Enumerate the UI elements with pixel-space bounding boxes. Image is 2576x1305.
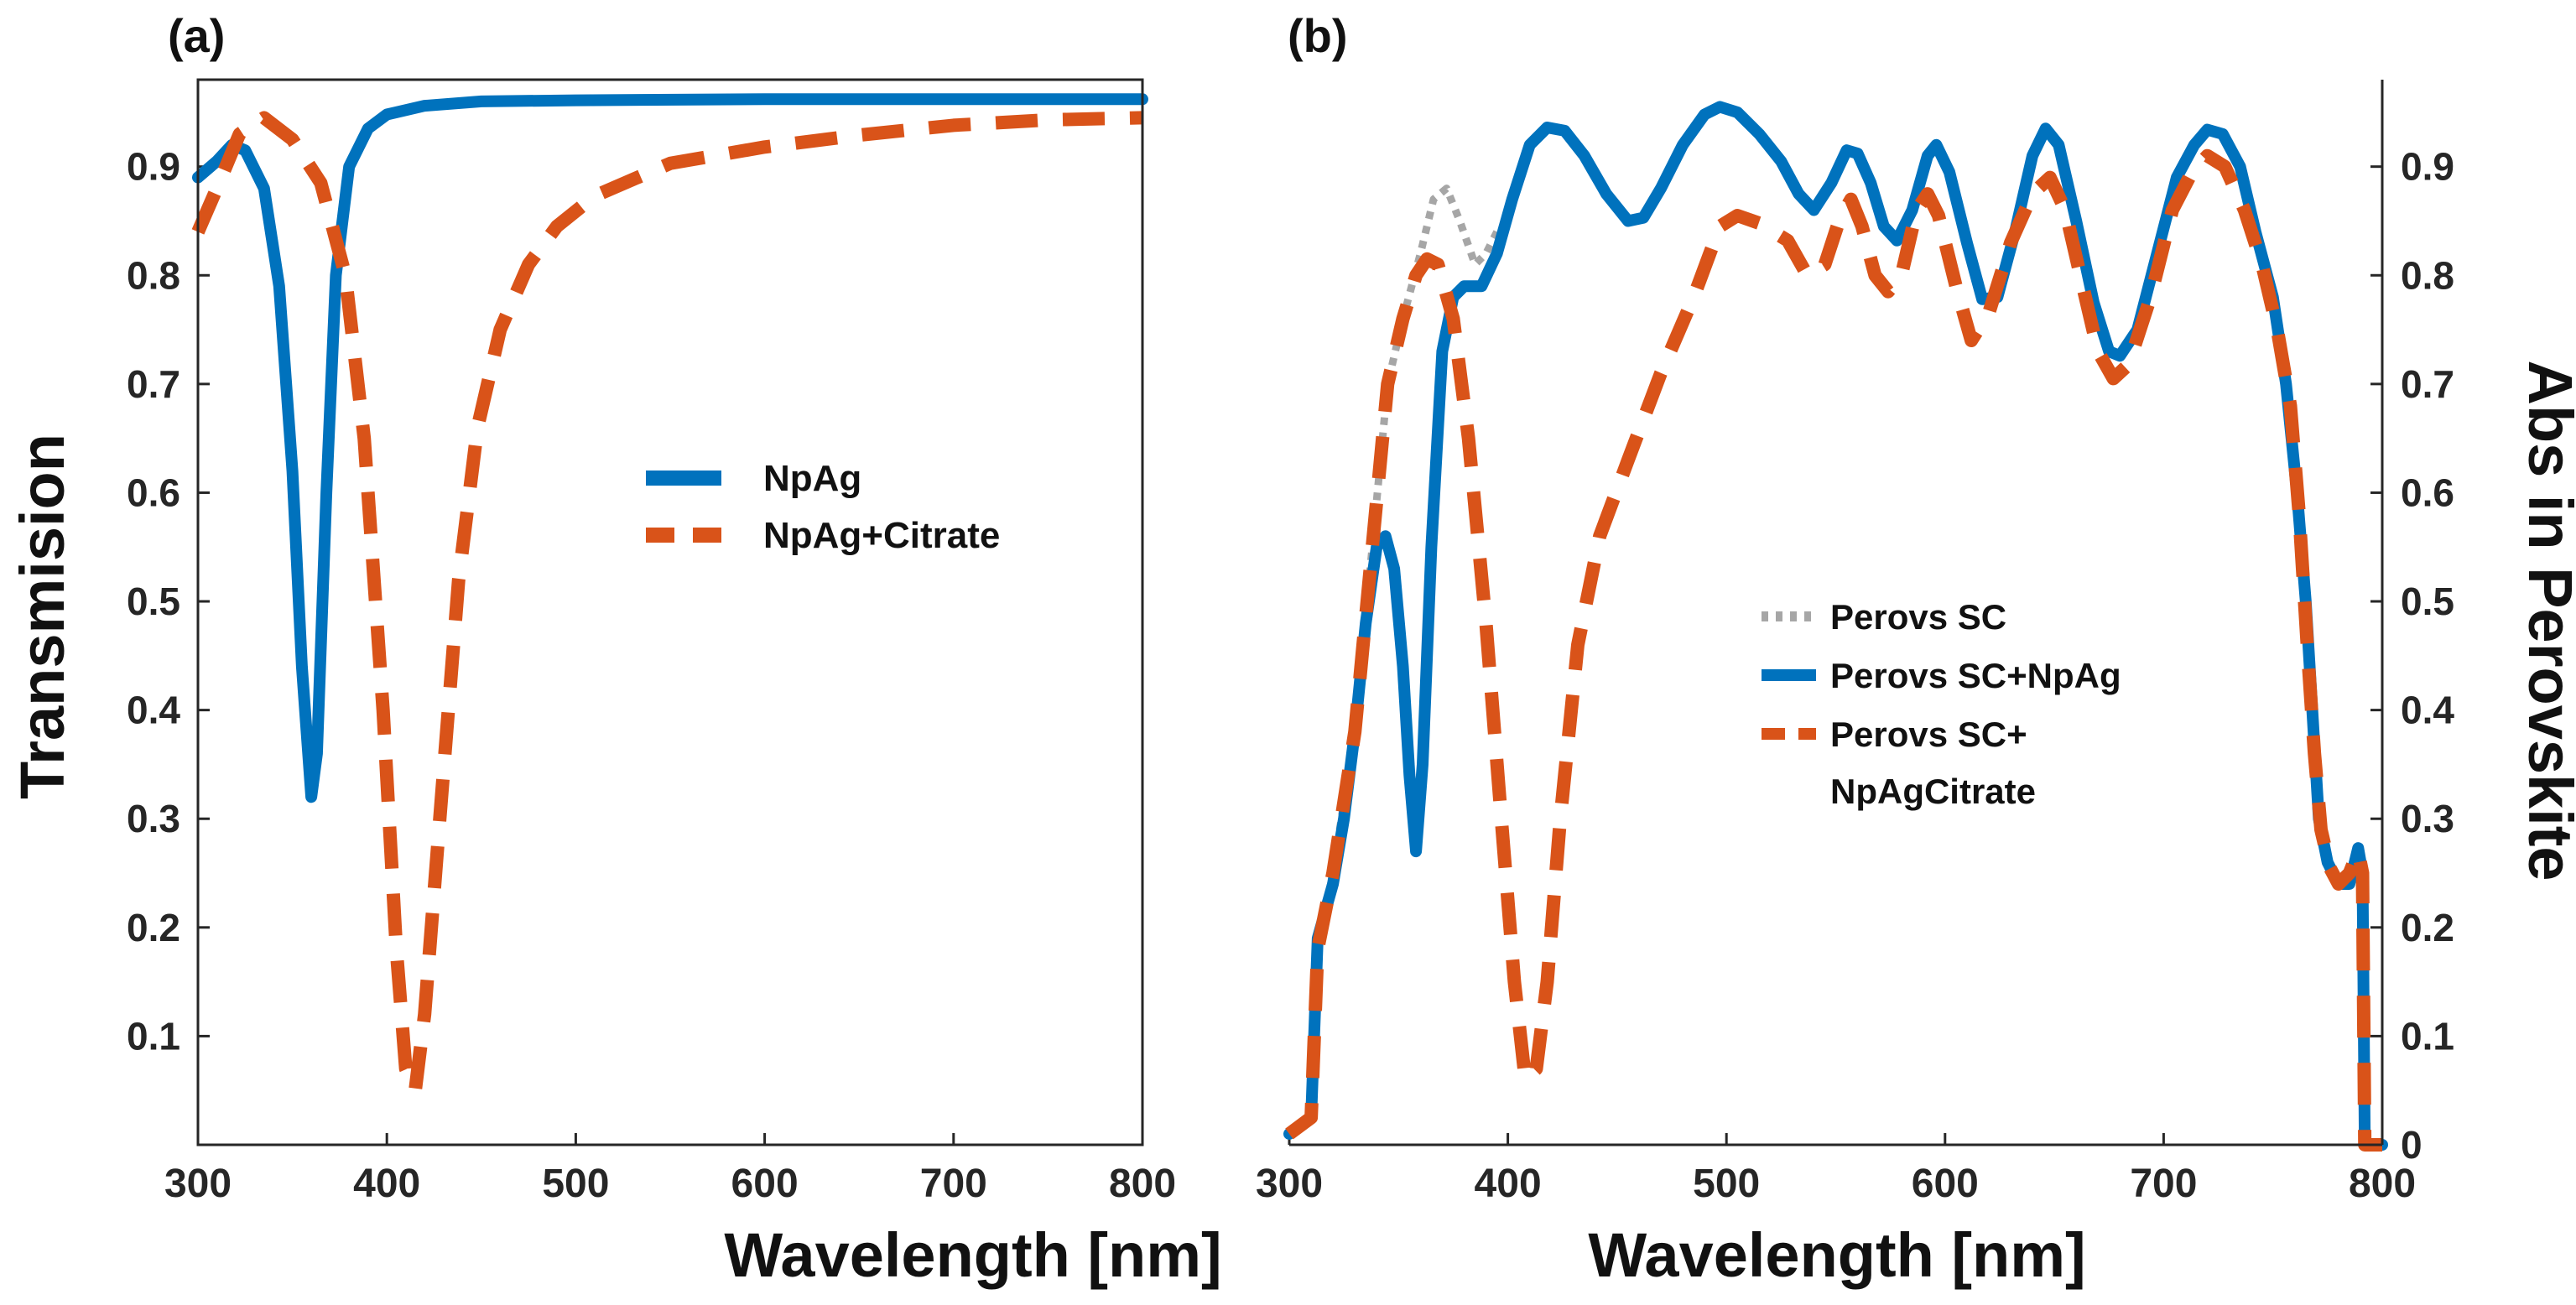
x-tick-label: 400 (1475, 1162, 1542, 1206)
panel-b-x-axis-label: Wavelength [nm] (1588, 1220, 2085, 1290)
series-line-perovs-sc-npagcitrate (1285, 148, 2382, 1152)
y-tick-label: 0.9 (127, 145, 180, 189)
legend-label-perovs-sc-npag: Perovs SC+NpAg (1830, 656, 2121, 695)
y-tick-label: 0.3 (2401, 797, 2454, 840)
panel-b-label: (b) (1288, 9, 1348, 62)
panel-b-plot-lines (1283, 101, 2388, 1152)
y-tick-label: 0.1 (2401, 1014, 2454, 1058)
panel-b-y-axis-label: Abs in Perovskite (2516, 360, 2576, 881)
y-tick-label: 0.4 (127, 689, 180, 732)
panel-a-x-ticks: 300 400 500 600 700 800 (164, 1133, 1176, 1206)
x-tick-label: 400 (353, 1162, 420, 1206)
panel-a-plot-lines (191, 93, 1148, 1098)
legend-label-npag-citrate: NpAg+Citrate (763, 515, 1000, 556)
y-tick-label: 0.1 (127, 1014, 180, 1058)
y-tick-label: 0.2 (127, 906, 180, 949)
panel-a-x-axis-label: Wavelength [nm] (724, 1220, 1221, 1290)
panel-a-y-ticks: 0.1 0.2 0.3 0.4 0.5 0.6 0.7 0.8 0.9 (127, 145, 210, 1058)
y-tick-label: 0.3 (127, 797, 180, 840)
y-tick-label: 0.2 (2401, 906, 2454, 949)
x-tick-label: 700 (2130, 1162, 2197, 1206)
y-tick-label: 0.7 (2401, 362, 2454, 406)
y-tick-label: 0.6 (127, 471, 180, 514)
y-tick-label: 0.8 (2401, 253, 2454, 297)
legend-label-perovs-sc: Perovs SC (1830, 597, 2006, 637)
panel-b-y-ticks: 0 0.1 0.2 0.3 0.4 0.5 0.6 0.7 0.8 0.9 (2370, 145, 2454, 1167)
panel-b: (b) 0 0.1 0.2 0.3 0.4 0.5 0.6 0.7 0.8 0.9 300 400 5… (1256, 9, 2576, 1290)
series-line-npag-citrate (191, 111, 1143, 1098)
series-line-npag (192, 93, 1148, 803)
x-tick-label: 800 (2349, 1162, 2416, 1206)
panel-a: (a) 0.1 0.2 0.3 0.4 0.5 0.6 0.7 0.8 0.9 300 400 50… (8, 9, 1222, 1290)
y-tick-label: 0.7 (127, 362, 180, 406)
x-tick-label: 500 (542, 1162, 609, 1206)
panel-a-y-axis-label: Transmision (8, 434, 77, 799)
y-tick-label: 0.5 (127, 580, 180, 623)
legend-label-perovs-sc-npag-citrate: Perovs SC+ NpAgCitrate (1830, 715, 2037, 811)
y-tick-label: 0.9 (2401, 145, 2454, 189)
x-tick-label: 300 (1256, 1162, 1323, 1206)
panel-a-legend: NpAg NpAg+Citrate (646, 458, 1000, 556)
panel-b-legend: Perovs SC Perovs SC+NpAg Perovs SC+ NpAg… (1762, 597, 2121, 811)
x-tick-label: 500 (1693, 1162, 1760, 1206)
y-tick-label: 0.8 (127, 253, 180, 297)
x-tick-label: 800 (1109, 1162, 1176, 1206)
y-tick-label: 0.6 (2401, 471, 2454, 514)
x-tick-label: 600 (731, 1162, 799, 1206)
x-tick-label: 300 (164, 1162, 232, 1206)
y-tick-label: 0.4 (2401, 689, 2454, 732)
x-tick-label: 700 (920, 1162, 987, 1206)
panel-a-label: (a) (168, 9, 225, 62)
legend-label-npag: NpAg (763, 458, 861, 499)
panel-a-axes-box (196, 78, 1144, 1146)
y-tick-label: 0.5 (2401, 580, 2454, 623)
x-tick-label: 600 (1912, 1162, 1979, 1206)
y-tick-label: 0 (2401, 1123, 2422, 1167)
